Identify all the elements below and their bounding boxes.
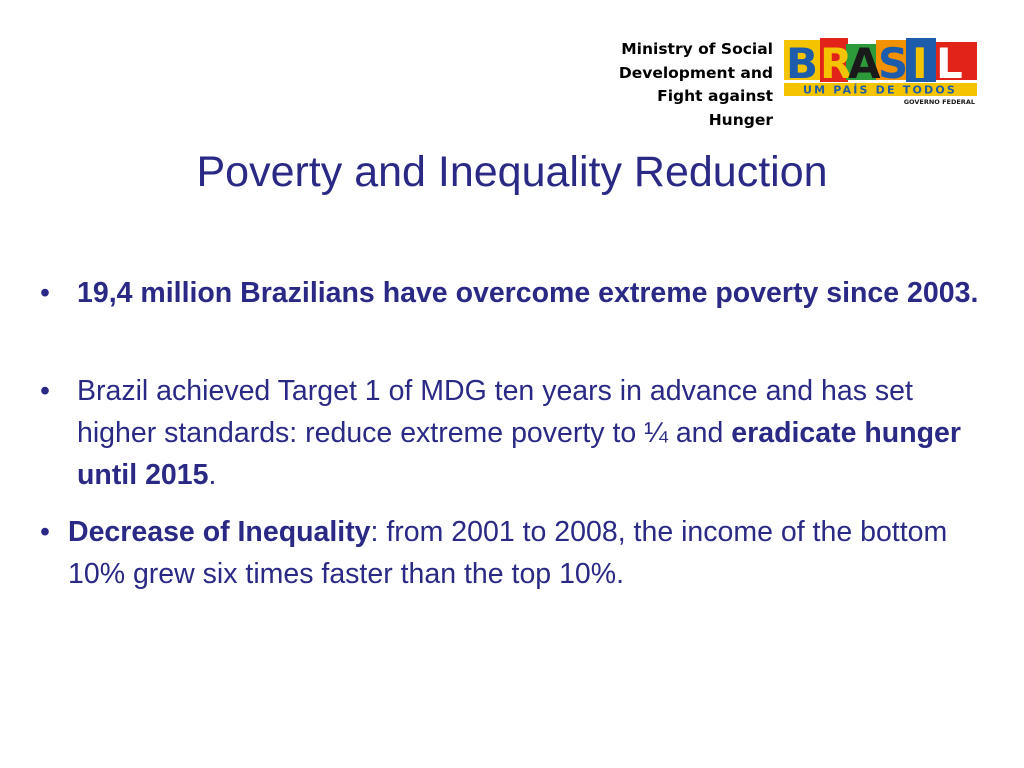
ministry-line: Hunger [708,110,773,129]
logo-tagline: UM PAÍS DE TODOS [803,84,957,97]
bullet-text: Decrease of Inequality: from 2001 to 200… [68,511,998,595]
bullet-text-part: Brazil achieved Target 1 of MDG ten year… [77,375,913,449]
bullet-text-part: . [208,459,217,491]
bullet-text-emphasis: eradicate hunger until 2015 [77,417,961,491]
logo-letter: S [878,39,908,88]
logo-letter: A [848,39,881,88]
ministry-line: Fight against [657,87,773,105]
logo-subtitle: GOVERNO FEDERAL [904,98,975,106]
bullet-text-emphasis: Decrease of Inequality [68,516,371,548]
bullet-dot: • [40,277,50,309]
logo-letter: B [786,39,818,88]
bullet-text-part: : from 2001 to 2008, the income of the b… [68,516,948,590]
logo-letter: I [912,39,928,88]
ministry-name: Ministry of Social Development and Fight… [553,38,773,132]
slide-title: Poverty and Inequality Reduction [196,148,828,196]
bullet-text: 19,4 million Brazilians have overcome ex… [77,277,979,309]
ministry-line: Development and [618,63,773,82]
brasil-logo: B R A S I L UM PAÍS DE TODOS GOVERNO FED… [784,38,977,106]
logo-letter: R [820,39,852,88]
logo-letter: L [936,39,963,88]
bullet-dot: • [40,375,50,407]
bullet-dot: • [40,516,50,548]
ministry-line: Ministry of Social [621,40,773,58]
bullet-text: Brazil achieved Target 1 of MDG ten year… [77,370,987,496]
